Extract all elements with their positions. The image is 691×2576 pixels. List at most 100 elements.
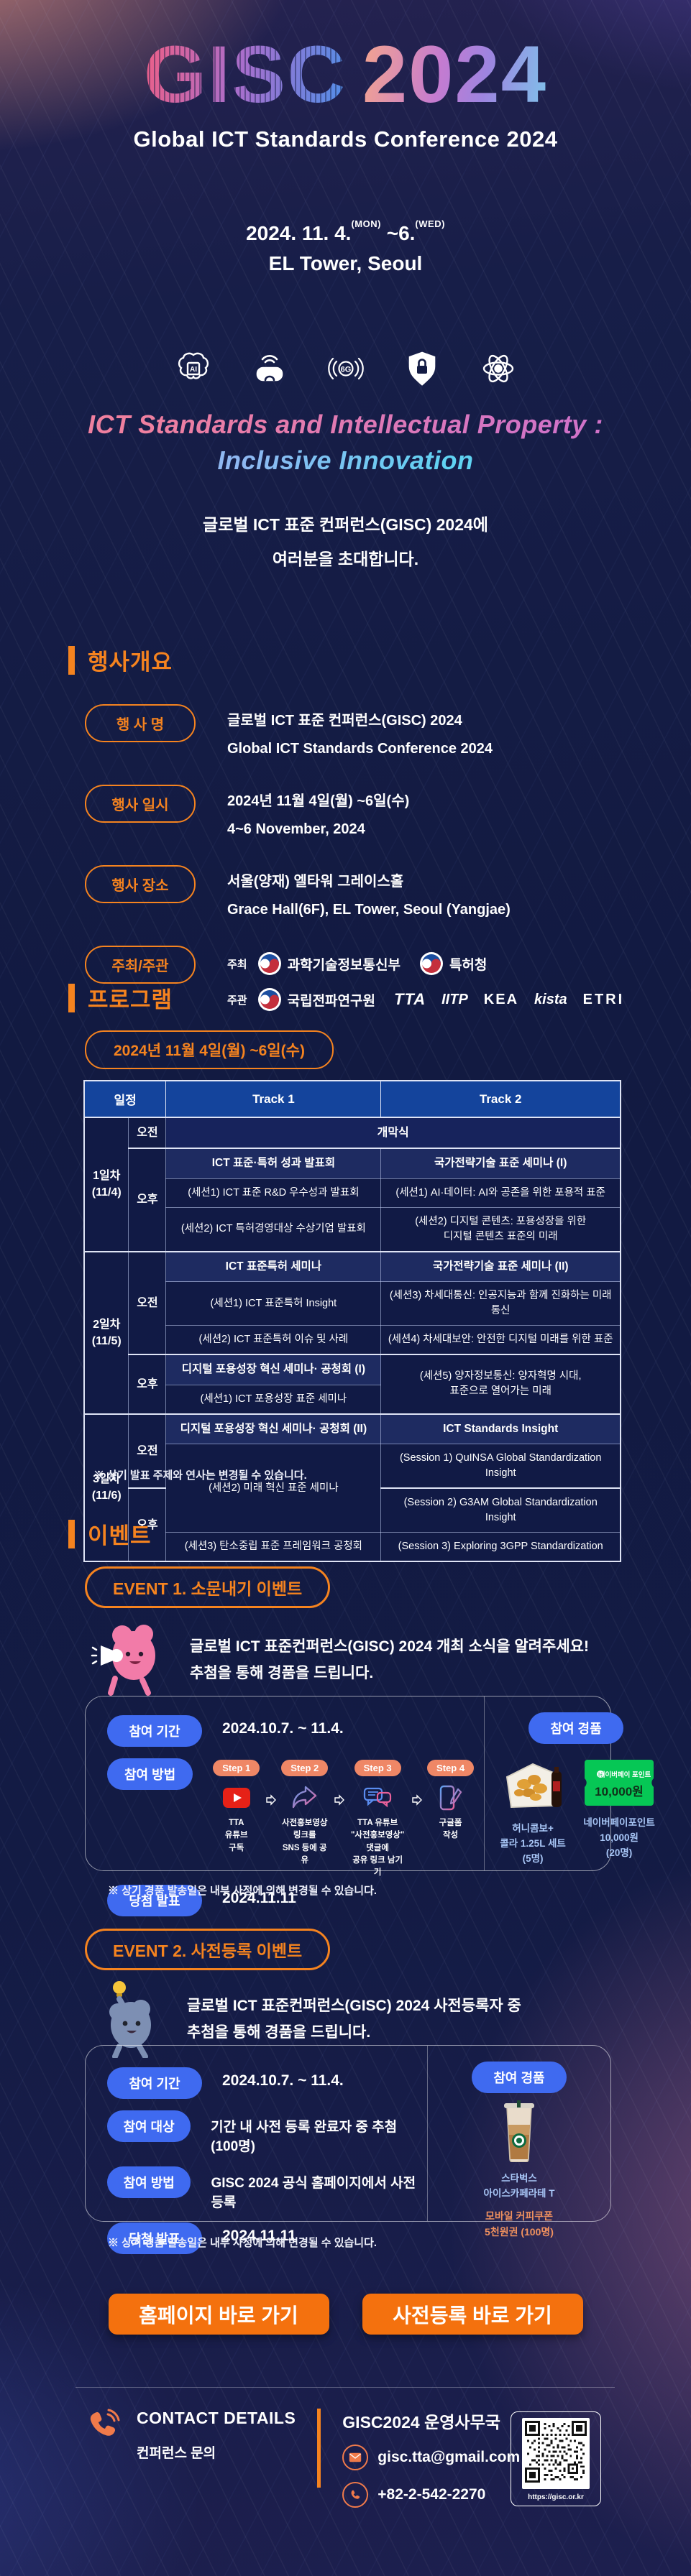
overview-header: 행사개요 [0,644,691,676]
event1-period-row: 참여 기간 2024.10.7. ~ 11.4. [107,1715,474,1747]
overview-label-name: 행 사 명 [85,704,196,742]
phone-text: +82-2-542-2270 [377,2486,486,2503]
day2-t1-pm-session: 디지털 포용성장 혁신 세미나· 공청회 (I) [165,1354,382,1385]
event2-pill: EVENT 2. 사전등록 이벤트 [85,1929,331,1970]
day2-am: 오전 [128,1250,167,1355]
event2-period-row: 참여 기간 2024.10.7. ~ 11.4. [107,2067,417,2099]
overview-row-name: 행 사 명 글로벌 ICT 표준 컨퍼런스(GISC) 2024 Global … [85,704,641,763]
event2-method-label: 참여 방법 [107,2166,191,2198]
naverpay-coupon-image: N 네이버페이 포인트 10,000원 [585,1760,654,1806]
etri-logo: ETRI [582,991,625,1007]
slogan-line2: Inclusive Innovation [217,443,473,479]
event-name-en: Global ICT Standards Conference 2024 [227,741,493,757]
google-form-icon [439,1783,463,1813]
program-date: 2024년 11월 4일(월) ~6일(수) [0,1030,691,1069]
date-weekday-mon: (MON) [351,218,381,229]
vr-headset-icon [250,349,289,388]
day2-pm: 오후 [128,1354,167,1415]
header-section: GISC 2024 Global ICT Standards Conference… [0,34,691,152]
invite-line2: 여러분을 초대합니다. [272,550,419,569]
share-icon [291,1783,319,1813]
day2-t1-s2: (세션2) ICT 표준특허 이슈 및 사례 [165,1325,382,1355]
day3-pm: 오후 [128,1487,167,1562]
event-venue-kr: 서울(양재) 엘타워 그레이스홀 [227,874,404,890]
event-date-kr: 2024년 11월 4일(월) ~6일(수) [227,793,410,809]
event2-desc1: 글로벌 ICT 표준컨퍼런스(GISC) 2024 사전등록자 중 [187,1997,521,2014]
homepage-button[interactable]: 홈페이지 바로 가기 [108,2294,329,2335]
day2-label: 2일차 (11/5) [83,1250,129,1415]
event1-note: ※ 상기 경품 발송일은 내부 사정에 의해 변경될 수 있습니다. [108,1885,377,1897]
day3-am: 오전 [128,1413,167,1489]
event2-card: 참여 기간 2024.10.7. ~ 11.4. 참여 대상 기간 내 사전 등… [85,2045,611,2254]
tta-logo: TTA [393,990,426,1008]
step1-badge: Step 1 [213,1760,260,1776]
day1-t2-s1: (세션1) AI·데이터: AI와 공존을 위한 포용적 표준 [380,1178,621,1208]
preregister-button[interactable]: 사전등록 바로 가기 [362,2294,583,2335]
overview-row-venue: 행사 장소 서울(양재) 엘타워 그레이스홀 Grace Hall(6F), E… [85,865,641,924]
section-bar [68,1519,75,1548]
event2-desc2: 추첨을 통해 경품을 드립니다. [187,2023,371,2041]
slogan-line1: ICT Standards and Intellectual Property … [88,407,603,443]
col-header-schedule: 일정 [83,1080,167,1118]
overview-row-hosts: 주최/주관 주최 과학기술정보통신부 특허청 주관 [85,946,641,1023]
invite-line1: 글로벌 ICT 표준 컨퍼런스(GISC) 2024에 [203,515,488,534]
invitation-section: 글로벌 ICT 표준 컨퍼런스(GISC) 2024에 여러분을 초대합니다. [0,507,691,577]
overview-label-date: 행사 일시 [85,785,196,823]
event2-prize-label: 참여 경품 [472,2062,567,2093]
svg-text:6G: 6G [340,366,351,374]
lightbulb-mascot [91,1977,163,2062]
arrow-icon [411,1794,423,1806]
event1-prize-label: 참여 경품 [528,1712,624,1744]
program-header: 프로그램 [0,982,691,1014]
day1-label: 1일차 (11/4) [83,1117,129,1252]
day3-t2-session3: (Session 3) Exploring 3GPP Standardizati… [380,1532,621,1562]
event2-intro: 글로벌 ICT 표준컨퍼런스(GISC) 2024 사전등록자 중 추첨을 통해… [0,1977,691,2062]
event1-announce-row: 당첨 발표 2024.11.11 [107,1885,474,1917]
step3-badge: Step 3 [354,1760,401,1776]
day3-t2-session2: (Session 2) G3AM Global Standardization … [380,1487,621,1533]
gisc-logo-text: GISC [144,29,347,119]
step2-badge: Step 2 [281,1760,329,1776]
event2-pill-row: EVENT 2. 사전등록 이벤트 [0,1929,691,1970]
step4: Step 4 구글폼 작성 [427,1760,475,1842]
arrow-icon [333,1794,345,1806]
event1-prize-panel: 참여 경품 허니콤보+ 콜라 1.25L 세트 (5명) [484,1696,667,1870]
footer-divider [75,2387,615,2388]
event1-period-value: 2024.10.7. ~ 11.4. [222,1720,344,1737]
date-weekday-wed: (WED) [415,218,445,229]
step4-caption: 구글폼 작성 [439,1819,462,1840]
day1-t1-s2: (세션2) ICT 특허경영대상 수상기업 발표회 [165,1206,382,1252]
event1-card: 참여 기간 2024.10.7. ~ 11.4. 참여 방법 Step 1 TT… [85,1696,655,1917]
date-end: ~6. [380,222,416,244]
program-date-pill: 2024년 11월 4일(월) ~6일(수) [85,1030,334,1069]
date-venue-section: 2024. 11. 4.(MON) ~6.(WED) EL Tower, Seo… [0,218,691,275]
host-line: 주최 과학기술정보통신부 특허청 [227,951,624,976]
event1-method-row: 참여 방법 Step 1 TTA 유튜브 구독 Step 2 [107,1758,475,1879]
qr-code [522,2418,590,2489]
col-header-track1: Track 1 [165,1080,382,1118]
event1-intro: 글로벌 ICT 표준컨퍼런스(GISC) 2024 개최 소식을 알려주세요! … [0,1618,691,1702]
event2-announce-label: 당첨 발표 [107,2222,202,2254]
event1-announce-label: 당첨 발표 [107,1885,202,1917]
comment-icon [363,1783,392,1813]
day3-t1-am-session: 디지털 포용성장 혁신 세미나· 공청회 (II) [165,1413,382,1445]
email-text: gisc.tta@gmail.com [377,2449,521,2465]
conference-subtitle: Global ICT Standards Conference 2024 [133,126,558,152]
event2-prize-name: 스타벅스 아이스카페라테 T [483,2173,555,2199]
event2-note-row: ※ 상기 경품 발송일은 내부 사정에 의해 변경될 수 있습니다. [0,2235,691,2250]
event1-pill-row: EVENT 1. 소문내기 이벤트 [0,1566,691,1608]
program-table-section: 일정 Track 1 Track 2 1일차 (11/4) 오전 개막식 오후 … [0,1080,691,1563]
step1-caption: TTA 유튜브 구독 [224,1819,248,1852]
taegeuk-icon [419,952,443,975]
overview-row-date: 행사 일시 2024년 11월 4일(월) ~6일(수) 4~6 Novembe… [85,785,641,844]
ai-brain-icon: AI [174,349,213,388]
program-note-row: ※ 상기 발표 주제와 연사는 변경될 수 있습니다. [0,1467,691,1482]
day1-am: 오전 [128,1116,167,1149]
program-note: ※ 상기 발표 주제와 연사는 변경될 수 있습니다. [93,1469,307,1482]
event1-steps: Step 1 TTA 유튜브 구독 Step 2 [213,1758,475,1879]
overview-label-venue: 행사 장소 [85,865,196,903]
host-tag: 주최 [227,958,247,971]
event1-pill: EVENT 1. 소문내기 이벤트 [85,1566,331,1608]
svg-text:네이버페이 포인트: 네이버페이 포인트 [599,1771,651,1779]
event2-prize-extra: 모바일 커피쿠폰 5천원권 (100명) [485,2210,554,2238]
